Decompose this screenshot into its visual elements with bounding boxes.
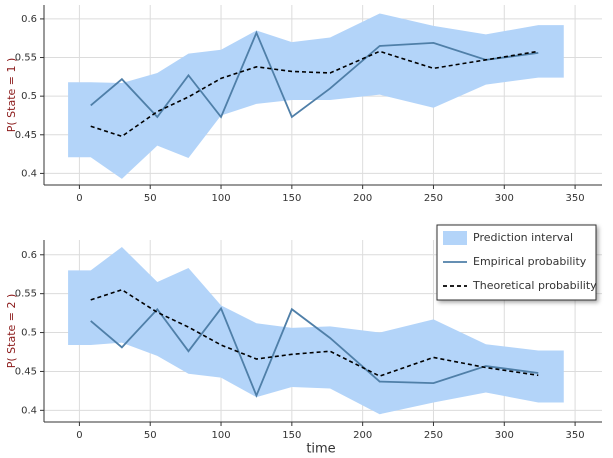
y-tick-label: 0.6 — [21, 14, 37, 25]
y-tick-label: 0.55 — [15, 53, 37, 64]
x-tick-label: 200 — [353, 430, 372, 441]
legend-label: Theoretical probability — [472, 279, 597, 292]
y-tick-label: 0.5 — [21, 328, 37, 339]
prediction-band — [68, 13, 564, 179]
legend-label: Prediction interval — [473, 231, 573, 244]
y-tick-label: 0.4 — [21, 168, 37, 179]
y-tick-label: 0.45 — [15, 130, 37, 141]
legend-swatch — [443, 231, 467, 245]
theoretical-line — [90, 288, 539, 377]
x-tick-label: 100 — [211, 193, 230, 204]
empirical-line — [90, 306, 539, 398]
y-tick-label: 0.4 — [21, 405, 37, 416]
y-tick-label: 0.45 — [15, 366, 37, 377]
x-tick-label: 50 — [144, 193, 157, 204]
x-tick-label: 250 — [424, 430, 443, 441]
x-tick-label: 150 — [282, 193, 301, 204]
y-tick-label: 0.5 — [21, 91, 37, 102]
x-tick-label: 200 — [353, 193, 372, 204]
x-tick-label: 350 — [566, 193, 585, 204]
prediction-band — [68, 247, 564, 415]
empirical-line — [90, 30, 539, 119]
x-tick-label: 100 — [211, 430, 230, 441]
x-tick-label: 250 — [424, 193, 443, 204]
legend-label: Empirical probability — [473, 255, 587, 268]
y-axis-label: P( State = 2 ) — [5, 294, 18, 369]
y-tick-label: 0.6 — [21, 250, 37, 261]
x-tick-label: 0 — [76, 193, 82, 204]
x-tick-label: 300 — [495, 430, 514, 441]
x-axis-label: time — [306, 442, 335, 457]
theoretical-line — [90, 50, 539, 138]
x-tick-label: 300 — [495, 193, 514, 204]
x-tick-label: 350 — [566, 430, 585, 441]
x-tick-label: 150 — [282, 430, 301, 441]
y-tick-label: 0.55 — [15, 289, 37, 300]
x-tick-label: 50 — [144, 430, 157, 441]
y-axis-label: P( State = 1 ) — [5, 58, 18, 133]
x-tick-label: 0 — [76, 430, 82, 441]
